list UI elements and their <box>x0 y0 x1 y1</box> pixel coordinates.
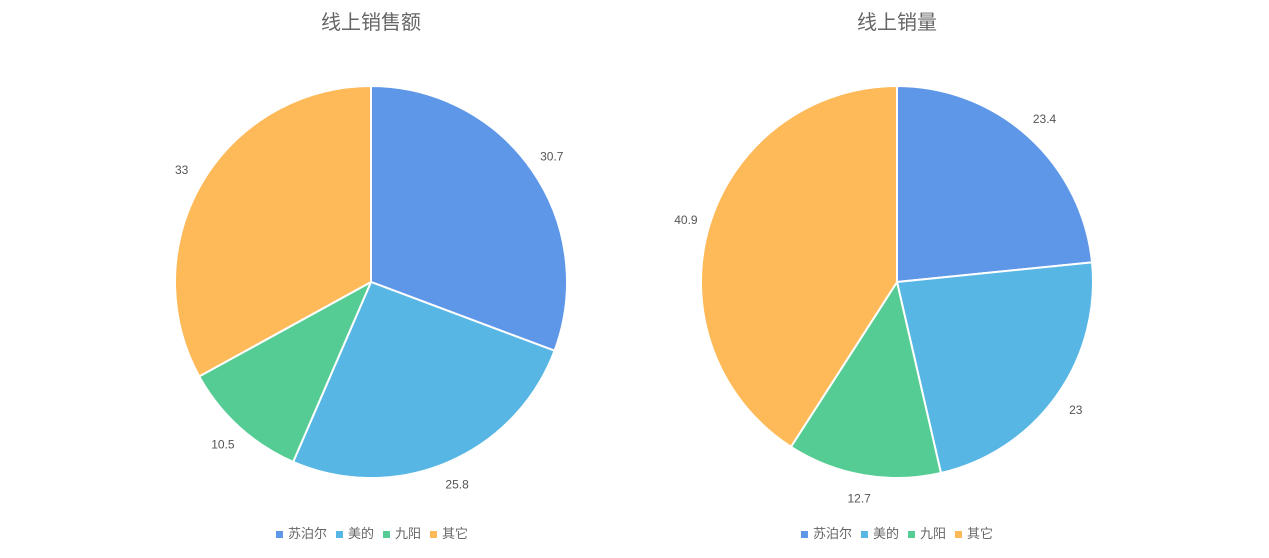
legend-left-item-3[interactable]: 九阳 <box>383 526 421 542</box>
legend-left-item-2[interactable]: 美的 <box>335 526 374 542</box>
legend-right-label-3: 九阳 <box>920 526 947 541</box>
pie-chart-left: 线上销售额 30.7 25.8 10.5 33 <box>174 11 568 491</box>
pie-right-slice-2[interactable] <box>896 261 1094 475</box>
pie-left-value-label-1: 30.7 <box>540 150 564 164</box>
pie-left-value-label-2: 25.8 <box>445 477 469 491</box>
pie-left-slice-1[interactable] <box>370 85 568 352</box>
legend-right-item-2[interactable]: 美的 <box>860 526 899 542</box>
legend-right-label-2: 美的 <box>872 526 899 541</box>
legend-right-marker-3 <box>908 530 915 538</box>
legend-left-label-4: 其它 <box>442 526 469 541</box>
pie-right-slice-4[interactable] <box>700 85 898 448</box>
legend-right-item-3[interactable]: 九阳 <box>908 526 946 542</box>
legend-right-item-4[interactable]: 其它 <box>955 526 993 542</box>
pie-chart-right: 线上销量 23.4 23 12.7 40.9 <box>674 11 1094 506</box>
legend-left-item-4[interactable]: 其它 <box>430 526 468 542</box>
chart-title-left: 线上销售额 <box>321 11 421 34</box>
legend-left-label-1: 苏泊尔 <box>287 526 327 541</box>
legend-right-marker-2 <box>860 530 868 538</box>
pie-right-slice-3[interactable] <box>789 281 942 479</box>
legend-right: 苏泊尔 美的 九阳 其它 <box>800 526 993 542</box>
legend-left-label-3: 九阳 <box>395 526 422 541</box>
legend-right-item-1[interactable]: 苏泊尔 <box>800 526 852 542</box>
pie-left-value-label-3: 10.5 <box>211 438 235 452</box>
pie-left-slice-2[interactable] <box>292 281 556 479</box>
legend-left-marker-3 <box>383 530 390 538</box>
legend-left-marker-4 <box>430 530 438 538</box>
pie-left-value-label-4: 33 <box>175 163 189 177</box>
pie-right-slice-1[interactable] <box>896 85 1094 283</box>
pie-left-slice-3[interactable] <box>198 281 372 463</box>
legend-right-label-4: 其它 <box>967 526 994 541</box>
pie-right-value-label-3: 12.7 <box>847 492 871 506</box>
chart-title-right: 线上销量 <box>857 11 937 34</box>
pie-left-slice-4[interactable] <box>174 85 372 378</box>
legend-left: 苏泊尔 美的 九阳 其它 <box>275 526 468 542</box>
pie-right-value-label-1: 23.4 <box>1033 112 1057 126</box>
legend-left-marker-2 <box>335 530 343 538</box>
legend-right-marker-4 <box>955 530 963 538</box>
pie-right-value-label-2: 23 <box>1069 403 1083 417</box>
legend-right-label-1: 苏泊尔 <box>812 526 852 541</box>
legend-right-marker-1 <box>800 530 808 538</box>
legend-left-marker-1 <box>275 530 283 538</box>
pie-right-value-label-4: 40.9 <box>674 213 698 227</box>
legend-left-item-1[interactable]: 苏泊尔 <box>275 526 327 542</box>
legend-left-label-2: 美的 <box>347 526 374 541</box>
